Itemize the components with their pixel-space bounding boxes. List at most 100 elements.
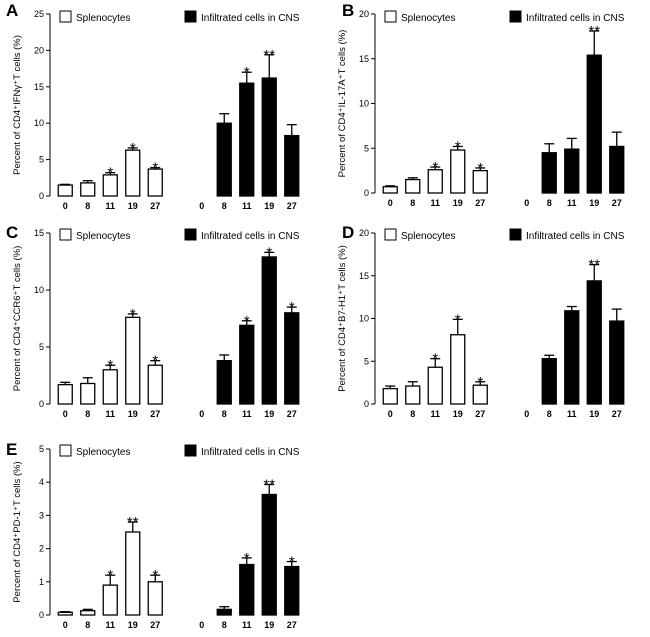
bar — [102, 584, 118, 616]
y-tick-label: 15 — [34, 228, 44, 238]
bar — [284, 134, 300, 197]
bar — [147, 581, 163, 616]
y-tick-label: 0 — [39, 610, 44, 620]
bar — [586, 54, 602, 194]
significance-marker: * — [152, 160, 158, 177]
x-tick-label: 11 — [105, 409, 115, 419]
bar — [450, 334, 466, 405]
legend-label: Infiltrated cells in CNS — [526, 231, 625, 242]
y-tick-label: 2 — [39, 544, 44, 554]
y-tick-label: 3 — [39, 510, 44, 520]
y-tick-label: 20 — [34, 45, 44, 55]
legend-swatch-cns — [509, 10, 522, 23]
bar — [216, 122, 232, 197]
bar — [80, 182, 96, 197]
bar — [102, 369, 118, 405]
bar — [284, 312, 300, 405]
x-tick-label: 19 — [264, 201, 274, 211]
legend-label: Infiltrated cells in CNS — [201, 447, 300, 458]
y-tick-label: 10 — [34, 285, 44, 295]
bar — [564, 148, 580, 194]
x-tick-label: 27 — [287, 620, 297, 630]
bar — [405, 178, 421, 194]
legend-label: Splenocytes — [401, 13, 455, 24]
panel-letter: A — [6, 1, 18, 20]
y-axis-label: Percent of CD4⁺IFNγ⁺T cells (%) — [12, 35, 23, 175]
significance-marker: * — [244, 64, 250, 81]
y-tick-label: 4 — [39, 477, 44, 487]
x-tick-label: 11 — [105, 201, 115, 211]
significance-marker: * — [455, 311, 461, 328]
y-tick-label: 0 — [364, 188, 369, 198]
x-tick-label: 0 — [199, 409, 204, 419]
legend-swatch-splenocytes — [384, 10, 397, 23]
legend-swatch-splenocytes — [384, 228, 397, 241]
y-tick-label: 0 — [39, 399, 44, 409]
x-tick-label: 8 — [222, 201, 227, 211]
bar — [609, 145, 625, 194]
y-tick-label: 15 — [359, 54, 369, 64]
significance-marker: * — [477, 374, 483, 391]
y-tick-label: 15 — [34, 82, 44, 92]
bar — [57, 611, 73, 616]
bar — [405, 385, 421, 405]
y-tick-label: 15 — [359, 271, 369, 281]
chart-panel-b: B 0 5 10 15 20 Percent of CD4⁺IL-17A⁺T cells (… — [337, 1, 625, 208]
y-axis-label: Percent of CD4⁺CCR6⁺T cells (%) — [12, 246, 23, 392]
y-tick-label: 10 — [359, 314, 369, 324]
x-tick-label: 11 — [567, 198, 577, 208]
legend-swatch-splenocytes — [59, 228, 72, 241]
y-axis-label: Percent of CD4⁺PD-1⁺T cells (%) — [12, 461, 23, 602]
x-tick-label: 0 — [524, 198, 529, 208]
significance-marker: * — [289, 299, 295, 316]
legend-swatch-cns — [184, 228, 197, 241]
y-tick-label: 5 — [364, 143, 369, 153]
x-tick-label: 19 — [128, 409, 138, 419]
x-tick-label: 8 — [85, 409, 90, 419]
x-tick-label: 19 — [589, 409, 599, 419]
significance-marker: * — [244, 550, 250, 567]
significance-marker: ** — [127, 514, 139, 531]
x-tick-label: 11 — [242, 620, 252, 630]
bar — [239, 82, 255, 197]
bar — [216, 360, 232, 405]
x-tick-label: 0 — [199, 620, 204, 630]
bar — [564, 310, 580, 405]
bar — [125, 316, 141, 405]
x-tick-label: 27 — [475, 198, 485, 208]
chart-panel-a: A 0 5 10 15 20 25 Percent of CD4⁺IFNγ⁺T cells (… — [6, 1, 300, 211]
bar — [450, 149, 466, 194]
x-tick-label: 8 — [547, 409, 552, 419]
legend-swatch-cns — [509, 228, 522, 241]
significance-marker: * — [152, 567, 158, 584]
significance-marker: * — [152, 353, 158, 370]
x-tick-label: 8 — [85, 620, 90, 630]
x-tick-label: 11 — [430, 198, 440, 208]
x-tick-label: 8 — [222, 620, 227, 630]
bar — [239, 563, 255, 616]
panel-letter: B — [342, 1, 354, 20]
bar — [382, 186, 398, 194]
significance-marker: * — [432, 351, 438, 368]
x-tick-label: 19 — [264, 620, 274, 630]
significance-marker: * — [432, 159, 438, 176]
bar — [586, 280, 602, 405]
legend-label: Splenocytes — [76, 447, 130, 458]
legend-swatch-cns — [184, 444, 197, 457]
chart-panel-e: E 0 1 2 3 4 5 Percent of CD4⁺PD-1⁺T cells (%) Sp… — [6, 440, 300, 630]
y-tick-label: 10 — [359, 99, 369, 109]
y-tick-label: 25 — [34, 9, 44, 19]
x-tick-label: 11 — [105, 620, 115, 630]
panel-letter: D — [342, 223, 354, 242]
bar — [239, 324, 255, 405]
y-tick-label: 5 — [39, 342, 44, 352]
x-tick-label: 0 — [388, 409, 393, 419]
x-tick-label: 8 — [547, 198, 552, 208]
y-tick-label: 20 — [359, 9, 369, 19]
legend-label: Splenocytes — [76, 231, 130, 242]
y-tick-label: 0 — [39, 191, 44, 201]
x-tick-label: 11 — [430, 409, 440, 419]
legend-swatch-splenocytes — [59, 444, 72, 457]
y-tick-label: 10 — [34, 118, 44, 128]
legend-label: Infiltrated cells in CNS — [201, 231, 300, 242]
